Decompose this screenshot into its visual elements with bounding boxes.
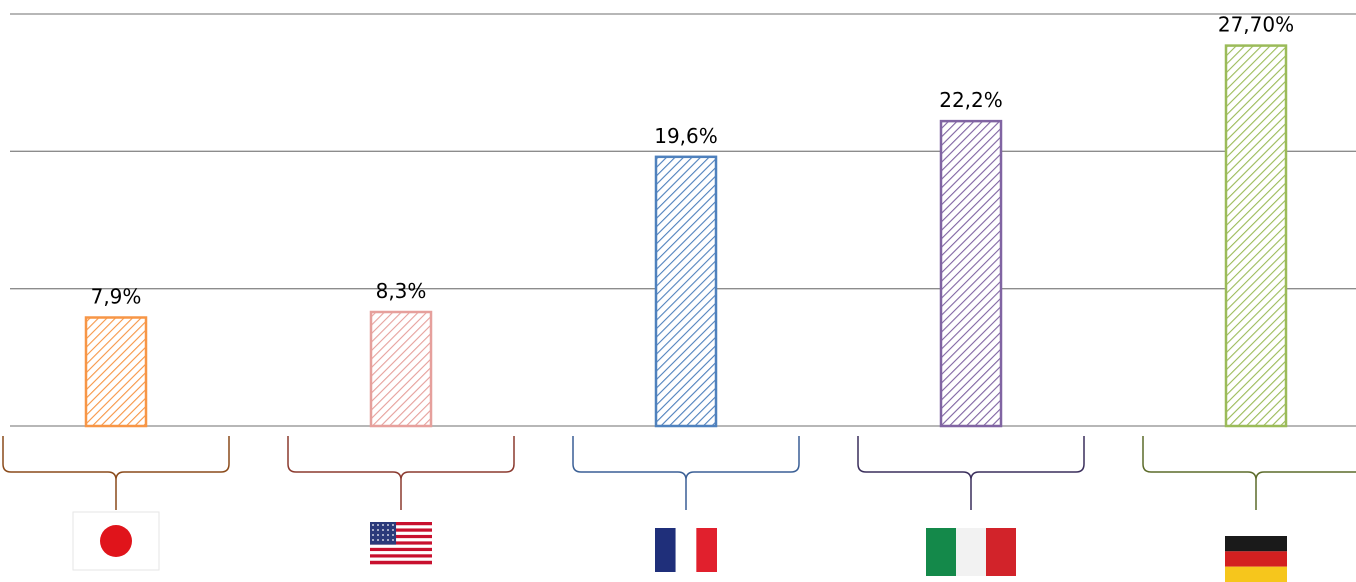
bar-japan <box>84 316 148 428</box>
category-braces <box>2 436 1356 510</box>
category-brace <box>572 436 800 510</box>
bar-united-states <box>369 310 433 428</box>
value-label: 19,6% <box>654 124 718 148</box>
bar-france <box>654 155 718 428</box>
value-label: 22,2% <box>939 88 1003 112</box>
value-label: 27,70% <box>1218 13 1294 37</box>
bar-italy <box>939 119 1003 428</box>
category-brace <box>1142 436 1356 510</box>
italy-flag-icon <box>926 528 1016 576</box>
japan-flag-icon <box>72 511 160 571</box>
germany-flag-icon <box>1225 536 1287 582</box>
value-label: 8,3% <box>376 279 427 303</box>
category-brace <box>857 436 1085 510</box>
value-label: 7,9% <box>91 285 142 309</box>
category-brace <box>287 436 515 510</box>
bars: 7,9% 8,3% 19,6% 22,2% 27,70% <box>84 13 1294 428</box>
us-flag-icon <box>370 522 432 565</box>
france-flag-icon <box>655 528 717 572</box>
category-flags <box>72 511 1287 582</box>
bar-germany <box>1224 44 1288 428</box>
category-brace <box>2 436 230 510</box>
